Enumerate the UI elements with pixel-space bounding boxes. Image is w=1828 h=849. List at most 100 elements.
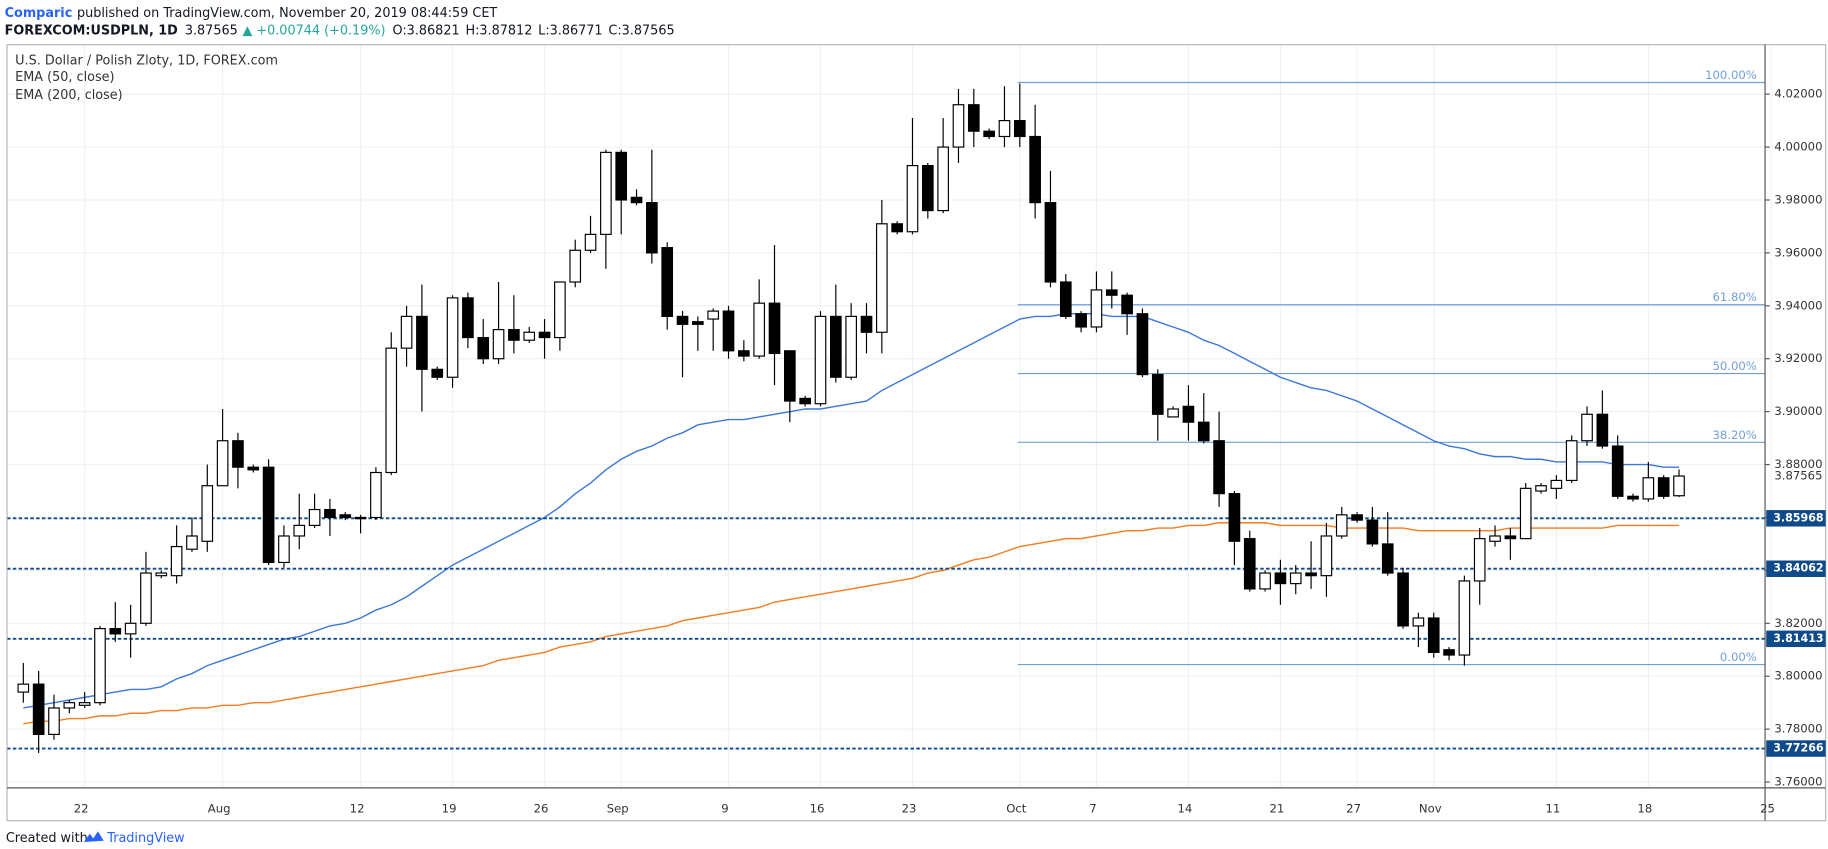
candle-body [1228,493,1241,542]
candle-body [630,196,643,204]
candle-body [967,104,980,132]
publish-line: Comparic published on TradingView.com, No… [5,5,498,20]
candle-body [1320,535,1333,577]
candle-body [1504,535,1517,540]
x-tick-label: 22 [74,801,89,815]
candle-body [661,247,674,317]
ohlc-high: H:3.87812 [465,23,532,38]
ohlc-close: C:3.87565 [608,23,674,38]
candle-body [1581,413,1593,442]
candle-body [554,281,566,339]
legend-ema200: EMA (200, close) [15,88,123,103]
candle-body [738,350,750,357]
candle-body [416,315,428,370]
change: ▲ +0.00744 (+0.19%) [242,23,385,38]
candle-body [446,297,459,378]
candle-body [1075,313,1087,328]
tradingview-logo[interactable] [83,831,104,842]
candle-body [1335,514,1348,537]
level-label: 3.84062 [1773,562,1823,575]
candle-body [370,471,382,519]
candle-body [1657,477,1670,497]
fib-label: 100.00% [1705,68,1757,82]
fib-label: 0.00% [1720,650,1757,664]
candle-body [600,151,612,235]
candle-body [753,302,766,357]
candle-body [1535,485,1547,492]
candle-body [1013,120,1026,138]
candle-body [998,120,1011,138]
y-tick-label: 3.78000 [1774,722,1822,736]
candle-body [354,516,367,520]
candle-body [1596,413,1609,447]
candle-body [1565,440,1578,482]
candle-body [1274,572,1287,585]
level-label-box [1766,560,1826,577]
candle-body [1627,495,1639,500]
candle-body [140,572,152,624]
x-tick-label: 21 [1270,801,1285,815]
candle-body [1550,479,1563,489]
candle-body [324,508,336,519]
x-tick-label: Aug [208,801,231,815]
legend-title: U.S. Dollar / Polish Zloty, 1D, FOREX.co… [15,54,278,69]
y-tick-label: 3.96000 [1774,245,1822,259]
candle-body [170,545,183,577]
y-tick-label: 3.94000 [1774,298,1822,312]
candle-body [247,466,260,471]
y-tick-label: 4.00000 [1774,140,1822,154]
candle-body [937,146,949,212]
x-tick-label: 27 [1346,801,1361,815]
candle-body [921,165,934,212]
candle-body [1397,572,1409,627]
y-tick-label: 3.82000 [1774,616,1822,630]
candle-body [1105,289,1118,296]
candle-body [891,223,903,233]
x-tick-label: 12 [350,801,365,815]
candle-body [1351,514,1363,521]
candle-body [646,202,658,254]
candle-body [232,440,244,468]
candle-body [1243,538,1256,590]
y-tick-label: 3.90000 [1774,404,1822,418]
candle-body [1044,202,1057,283]
candle-body [1059,281,1072,317]
candle-body [431,368,444,378]
candle-body [830,315,842,378]
candle-body [569,249,582,283]
candle-body [1213,440,1225,495]
x-tick-label: 19 [442,801,457,815]
candle-body [615,151,628,201]
candle-body [1182,405,1195,423]
candle-body [508,329,520,341]
candle-body [94,627,106,704]
author-link[interactable]: Comparic [5,5,73,20]
candle-body [1151,374,1164,415]
x-tick-label: Sep [607,801,629,815]
candle-body [1366,519,1379,545]
candle-body [477,336,490,360]
candle-body [1136,313,1149,376]
price: 3.87565 [185,23,238,38]
x-tick-label: 26 [534,801,549,815]
candle-body [78,702,91,706]
candle-body [155,572,168,577]
footer-brand[interactable]: TradingView [106,831,184,846]
level-label: 3.77266 [1773,742,1824,755]
x-tick-label: 11 [1545,801,1560,815]
candle-body [186,535,198,550]
x-tick-label: 14 [1178,801,1193,815]
level-label-box [1766,630,1826,648]
candle-body [1489,535,1501,542]
level-label: 3.81413 [1773,632,1823,645]
x-tick-label: 18 [1637,801,1652,815]
y-tick-label: 3.98000 [1774,192,1822,206]
candle-body [1412,617,1425,627]
candle-body [109,627,122,635]
published-info: published on TradingView.com, November 2… [77,5,497,20]
candle-body [1611,445,1624,497]
x-tick-label: 23 [902,801,917,815]
candle-body [722,310,735,352]
